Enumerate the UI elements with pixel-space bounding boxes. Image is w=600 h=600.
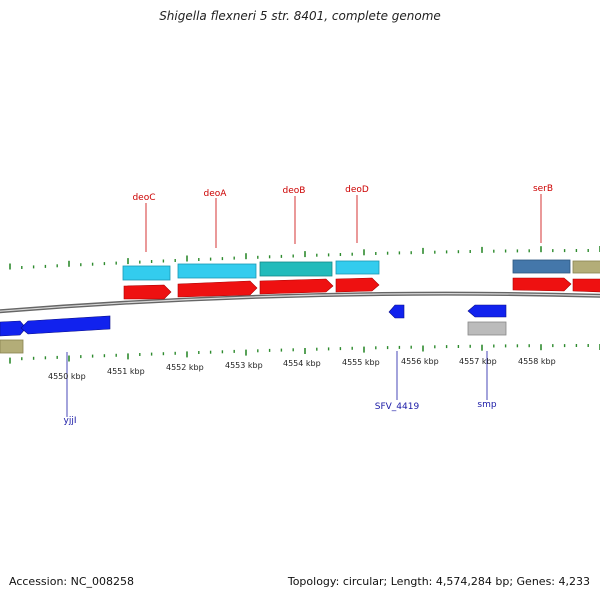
kbp-label: 4557 kbp (459, 357, 497, 366)
kbp-label: 4552 kbp (166, 363, 204, 372)
kbp-label: 4555 kbp (342, 358, 380, 367)
gene-deoA[interactable] (177, 263, 257, 279)
cds-smp[interactable] (467, 304, 507, 318)
label-deoD: deoD (345, 185, 369, 195)
label-smp: smp (477, 400, 496, 410)
cds-deoA[interactable] (177, 280, 258, 298)
label-deoA: deoA (204, 189, 228, 199)
cds-SFV_4419[interactable] (388, 304, 405, 319)
gene-right-khaki[interactable] (572, 260, 600, 274)
kbp-label: 4551 kbp (107, 367, 145, 376)
gene-smp[interactable] (467, 321, 507, 336)
cds-yjjI[interactable] (20, 315, 111, 335)
cds-deoC[interactable] (123, 284, 172, 300)
label-deoB: deoB (283, 186, 306, 196)
forward-strand-ticks (9, 246, 600, 270)
kbp-label: 4550 kbp (48, 372, 86, 381)
reverse-strand-ticks (9, 344, 600, 364)
gene-deoD[interactable] (335, 260, 380, 275)
gene-serB[interactable] (512, 259, 571, 274)
accession-text: Accession: NC_008258 (9, 575, 135, 588)
kbp-label: 4556 kbp (401, 357, 439, 366)
genome-backbone (0, 291, 600, 314)
label-SFV_4419: SFV_4419 (375, 402, 420, 412)
gene-left-khaki[interactable] (0, 339, 24, 354)
label-deoC: deoC (132, 193, 155, 203)
label-yjjI: yjjI (64, 416, 77, 426)
map-title: Shigella flexneri 5 str. 8401, complete … (159, 9, 441, 23)
cds-right-red[interactable] (572, 278, 600, 293)
cds-deoD[interactable] (335, 277, 380, 293)
gene-deoB[interactable] (259, 261, 333, 277)
kbp-label: 4554 kbp (283, 359, 321, 368)
gene-deoC[interactable] (122, 265, 171, 281)
kbp-label: 4553 kbp (225, 361, 263, 370)
kbp-label: 4558 kbp (518, 357, 556, 366)
cds-left-blue-a[interactable] (0, 320, 27, 337)
genome-stats-text: Topology: circular; Length: 4,574,284 bp… (287, 575, 590, 588)
cds-serB[interactable] (512, 277, 572, 292)
cds-deoB[interactable] (259, 278, 334, 295)
label-serB: serB (533, 184, 553, 194)
